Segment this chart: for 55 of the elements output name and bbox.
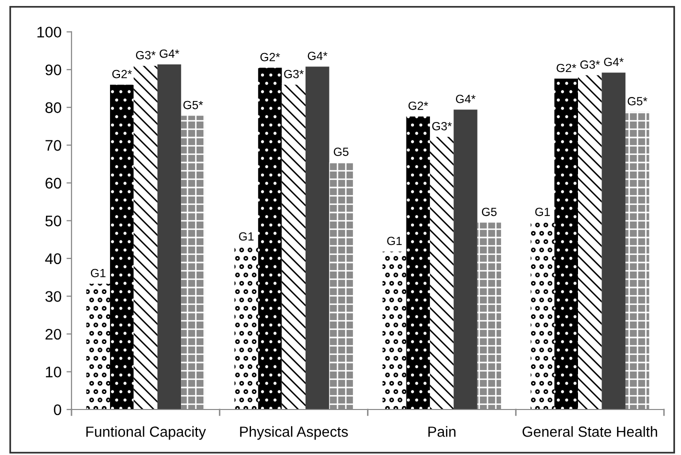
- bar: [406, 116, 430, 410]
- y-tick-label: 70: [46, 140, 62, 151]
- y-tick-label: 90: [46, 64, 62, 76]
- data-label: G2*: [112, 70, 132, 78]
- bar: [258, 68, 282, 410]
- data-label: G5: [334, 148, 348, 156]
- bar: [554, 78, 578, 410]
- bar: [306, 66, 330, 410]
- data-label: G2*: [260, 52, 280, 62]
- data-label: G4*: [604, 58, 624, 66]
- bar: [578, 75, 602, 410]
- bar: [134, 66, 158, 410]
- x-tick-label: Pain: [428, 426, 456, 437]
- data-label: G2*: [556, 64, 576, 72]
- data-label: G3*: [580, 60, 600, 69]
- data-label: G1: [387, 236, 402, 246]
- data-label: G3*: [432, 122, 452, 130]
- bar: [329, 162, 353, 410]
- y-tick-label: 80: [45, 102, 62, 114]
- bar: [234, 247, 258, 410]
- data-label: G1: [535, 208, 550, 216]
- bar: [110, 84, 134, 410]
- y-tick-label: 100: [37, 26, 62, 38]
- x-tick-label: Physical Aspects: [240, 426, 348, 440]
- data-label: G4*: [160, 49, 180, 58]
- bar: [430, 136, 454, 410]
- bar: [86, 284, 110, 410]
- data-label: G3*: [284, 70, 304, 78]
- y-tick-label: 10: [46, 366, 62, 378]
- y-tick-label: 40: [45, 253, 62, 264]
- bar: [530, 222, 554, 410]
- bar: [382, 252, 406, 410]
- data-label: G1: [90, 268, 106, 278]
- bar: [625, 112, 650, 410]
- data-label: G5*: [183, 100, 203, 110]
- y-tick-label: 60: [46, 178, 62, 189]
- data-label: G5: [482, 208, 497, 216]
- bar: [282, 84, 306, 410]
- y-tick-label: 30: [45, 291, 62, 302]
- y-tick-label: 20: [46, 328, 62, 340]
- bar: [602, 72, 626, 410]
- bar: [181, 116, 205, 410]
- data-label: G2*: [408, 102, 428, 110]
- data-label: G4*: [308, 52, 328, 60]
- bar: [454, 110, 478, 410]
- y-tick-label: 50: [45, 216, 62, 226]
- bar: [477, 222, 502, 410]
- x-tick-label: Funtional Capacity: [86, 426, 206, 440]
- data-label: G5*: [628, 97, 648, 106]
- y-tick-label: 0: [54, 404, 62, 416]
- x-tick-label: General State Health: [522, 426, 658, 437]
- bar: [157, 64, 182, 410]
- data-label: G4*: [456, 94, 476, 104]
- data-label: G1: [239, 232, 254, 241]
- data-label: G3*: [136, 50, 156, 60]
